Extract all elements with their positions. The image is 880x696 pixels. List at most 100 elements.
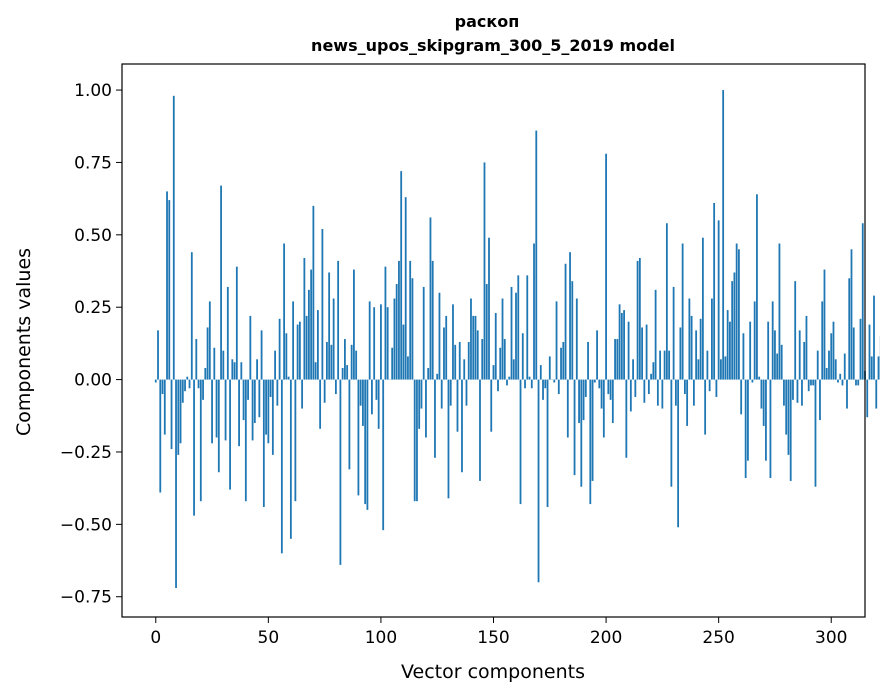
y-tick-label: 1.00 — [74, 81, 112, 101]
bar-289 — [805, 315, 808, 380]
bar-247 — [711, 298, 713, 380]
bar-237 — [688, 298, 691, 380]
bar-139 — [467, 341, 470, 380]
bar-91 — [359, 379, 362, 406]
bar-51 — [269, 379, 272, 397]
bar-271 — [765, 379, 767, 461]
bar-122 — [429, 217, 432, 380]
bar-274 — [771, 301, 774, 380]
bar-160 — [515, 292, 517, 380]
bar-156 — [506, 379, 508, 386]
bar-118 — [420, 379, 423, 409]
bar-272 — [767, 321, 770, 380]
bar-177 — [553, 379, 556, 383]
bar-67 — [305, 315, 308, 380]
bar-266 — [753, 301, 756, 380]
y-tick-label: 0.75 — [74, 153, 112, 173]
bar-16 — [190, 252, 193, 380]
y-tick-label: −0.50 — [60, 515, 112, 535]
bar-268 — [758, 376, 761, 380]
bar-9 — [175, 379, 177, 589]
bar-82 — [339, 379, 342, 565]
y-tick-label: −0.75 — [60, 588, 112, 608]
bar-243 — [701, 237, 704, 380]
bar-6 — [168, 200, 171, 380]
bar-54 — [276, 379, 279, 406]
bar-229 — [670, 379, 673, 487]
bar-136 — [461, 379, 463, 473]
bar-143 — [476, 330, 479, 380]
bar-215 — [638, 257, 641, 380]
x-axis-label: Vector components — [401, 661, 585, 683]
bar-248 — [713, 202, 716, 380]
bar-188 — [578, 379, 580, 424]
x-tick-label: 300 — [815, 628, 847, 648]
bar-31 — [224, 379, 227, 441]
bar-222 — [654, 289, 657, 380]
bar-233 — [679, 327, 682, 380]
bar-15 — [188, 379, 191, 389]
bar-314 — [861, 223, 864, 380]
bar-4 — [163, 379, 166, 435]
bar-257 — [733, 272, 736, 380]
bar-135 — [458, 341, 461, 380]
bar-159 — [512, 359, 515, 380]
bar-301 — [832, 321, 835, 380]
bar-44 — [253, 379, 256, 424]
bar-232 — [677, 379, 680, 528]
bar-59 — [287, 376, 290, 380]
bar-295 — [819, 379, 821, 421]
bar-196 — [596, 330, 598, 380]
bar-53 — [274, 350, 276, 380]
bar-185 — [571, 281, 574, 380]
bar-260 — [740, 379, 743, 415]
bar-281 — [787, 379, 790, 455]
bar-18 — [195, 339, 198, 380]
bar-17 — [193, 379, 195, 516]
bar-94 — [366, 379, 369, 510]
bar-309 — [850, 249, 853, 380]
bar-187 — [575, 298, 578, 380]
bar-57 — [283, 243, 286, 380]
bar-23 — [206, 327, 209, 380]
bar-318 — [870, 356, 873, 380]
bar-197 — [598, 379, 601, 389]
bar-7 — [170, 379, 173, 450]
bar-192 — [587, 341, 589, 380]
bar-288 — [803, 341, 806, 380]
bar-89 — [355, 350, 358, 380]
bar-40 — [244, 379, 247, 502]
bar-276 — [776, 353, 779, 380]
bar-33 — [229, 379, 231, 490]
bar-269 — [760, 379, 763, 409]
bar-83 — [341, 368, 344, 380]
bar-182 — [564, 263, 567, 380]
bar-170 — [537, 379, 540, 583]
bar-321 — [877, 356, 880, 380]
bar-245 — [706, 350, 709, 380]
bar-307 — [846, 379, 848, 409]
bar-68 — [307, 289, 310, 380]
bar-317 — [868, 324, 871, 380]
bar-92 — [362, 379, 364, 426]
bars-group — [154, 90, 880, 589]
bar-115 — [413, 379, 416, 502]
bar-296 — [821, 301, 824, 380]
bar-304 — [839, 373, 842, 380]
bar-42 — [249, 315, 252, 380]
bar-46 — [258, 379, 261, 418]
bar-282 — [789, 379, 792, 481]
bar-320 — [875, 379, 878, 409]
bar-137 — [463, 359, 466, 380]
bar-130 — [447, 379, 450, 499]
bar-226 — [663, 350, 666, 380]
bar-265 — [751, 379, 754, 383]
bar-262 — [744, 379, 747, 479]
bar-267 — [756, 194, 758, 380]
bar-100 — [380, 304, 382, 380]
bar-155 — [503, 339, 506, 380]
bar-316 — [866, 379, 869, 418]
bar-216 — [641, 327, 643, 380]
bar-230 — [672, 286, 675, 380]
bar-259 — [738, 249, 740, 380]
